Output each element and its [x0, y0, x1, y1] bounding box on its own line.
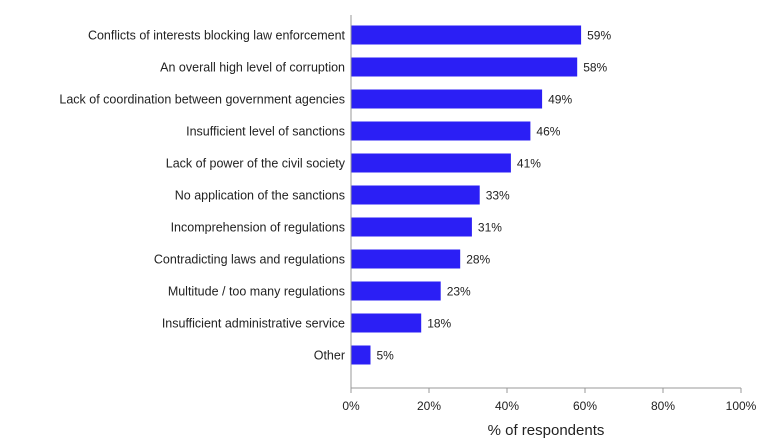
bar	[351, 25, 582, 45]
value-label: 28%	[466, 253, 490, 267]
category-label: Contradicting laws and regulations	[154, 253, 345, 267]
x-tick-label: 80%	[651, 399, 675, 413]
bar	[351, 217, 472, 237]
value-label: 23%	[447, 285, 471, 299]
category-label: Incomprehension of regulations	[171, 221, 345, 235]
x-tick-label: 20%	[417, 399, 441, 413]
x-axis-title: % of respondents	[488, 422, 605, 439]
category-label: An overall high level of corruption	[160, 61, 345, 75]
value-label: 41%	[517, 157, 541, 171]
x-axis: 0% 20% 40% 60% 80% 100%	[342, 15, 757, 413]
bar	[351, 281, 441, 301]
x-tick-label: 100%	[726, 399, 757, 413]
category-label: Lack of coordination between government …	[59, 93, 345, 107]
bar	[351, 121, 531, 141]
value-label: 31%	[478, 221, 502, 235]
bar	[351, 89, 543, 109]
x-tick-label: 60%	[573, 399, 597, 413]
bar	[351, 249, 461, 269]
value-label: 49%	[548, 93, 572, 107]
category-label: Multitude / too many regulations	[168, 285, 345, 299]
bar	[351, 345, 371, 365]
bar	[351, 57, 578, 77]
bars	[351, 25, 582, 365]
category-label: Lack of power of the civil society	[166, 157, 346, 171]
bar	[351, 153, 511, 173]
value-label: 58%	[583, 61, 607, 75]
value-label: 33%	[486, 189, 510, 203]
bar	[351, 313, 422, 333]
category-label: Conflicts of interests blocking law enfo…	[88, 29, 346, 43]
category-label: Insufficient level of sanctions	[186, 125, 345, 139]
x-tick-label: 40%	[495, 399, 519, 413]
category-labels: Conflicts of interests blocking law enfo…	[59, 29, 345, 363]
value-label: 5%	[377, 349, 395, 363]
value-label: 59%	[587, 29, 611, 43]
x-tick-label: 0%	[342, 399, 360, 413]
category-label: No application of the sanctions	[175, 189, 345, 203]
category-label: Insufficient administrative service	[162, 317, 345, 331]
category-label: Other	[314, 349, 345, 363]
value-label: 18%	[427, 317, 451, 331]
bar	[351, 185, 480, 205]
value-label: 46%	[536, 125, 560, 139]
value-labels: 59% 58% 49% 46% 41% 33% 31% 28% 23% 18% 5%	[377, 29, 612, 363]
